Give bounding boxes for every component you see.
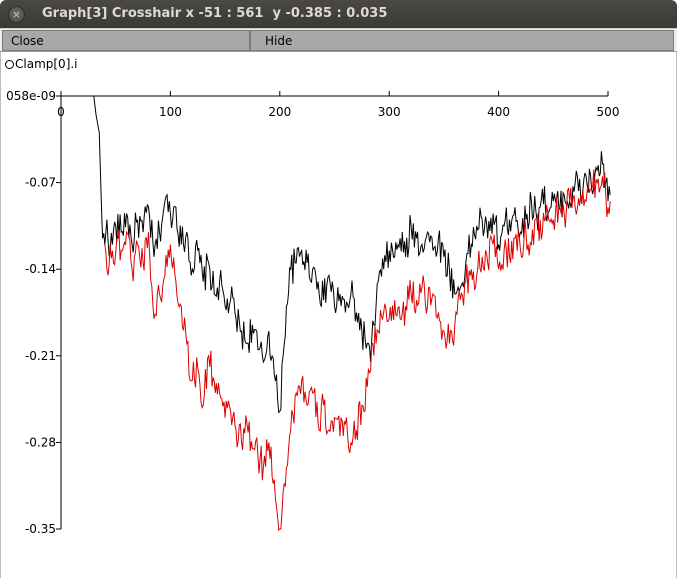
graph-area[interactable]: 0 100 200 300 400 500 058e-09 -0.07 -0.14 -0.21 -0… [0,52,677,578]
legend: Clamp[0].i [5,57,78,71]
close-icon[interactable]: × [8,6,25,23]
y-tick-label: -0.28 [25,435,56,449]
x-tick-label: 100 [159,105,182,119]
plot-canvas[interactable]: 0 100 200 300 400 500 058e-09 -0.07 -0.14 -0.21 -0… [1,52,677,578]
x-tick-label: 300 [378,105,401,119]
hide-button[interactable]: Hide [250,30,674,51]
legend-marker-icon [5,59,14,69]
x-tick-label: 0 [57,105,65,119]
window-title: Graph[3] Crosshair x -51 : 561 y -0.385 … [42,6,388,21]
x-tick-label: 200 [268,105,291,119]
menu-bar: Close Hide [0,28,677,52]
y-tick-label: -0.14 [25,262,56,276]
close-button[interactable]: Close [2,30,250,51]
y-tick-label: -0.07 [25,176,56,190]
series-line-1 [104,169,611,532]
y-tick-label: -0.21 [25,349,56,363]
series-line-0 [93,96,611,414]
title-bar: × Graph[3] Crosshair x -51 : 561 y -0.38… [0,0,677,28]
y-tick-label: -0.35 [25,522,56,536]
legend-label: Clamp[0].i [15,57,78,71]
y-tick-label: 058e-09 [6,89,56,103]
x-tick-label: 500 [597,105,620,119]
x-tick-label: 400 [487,105,510,119]
